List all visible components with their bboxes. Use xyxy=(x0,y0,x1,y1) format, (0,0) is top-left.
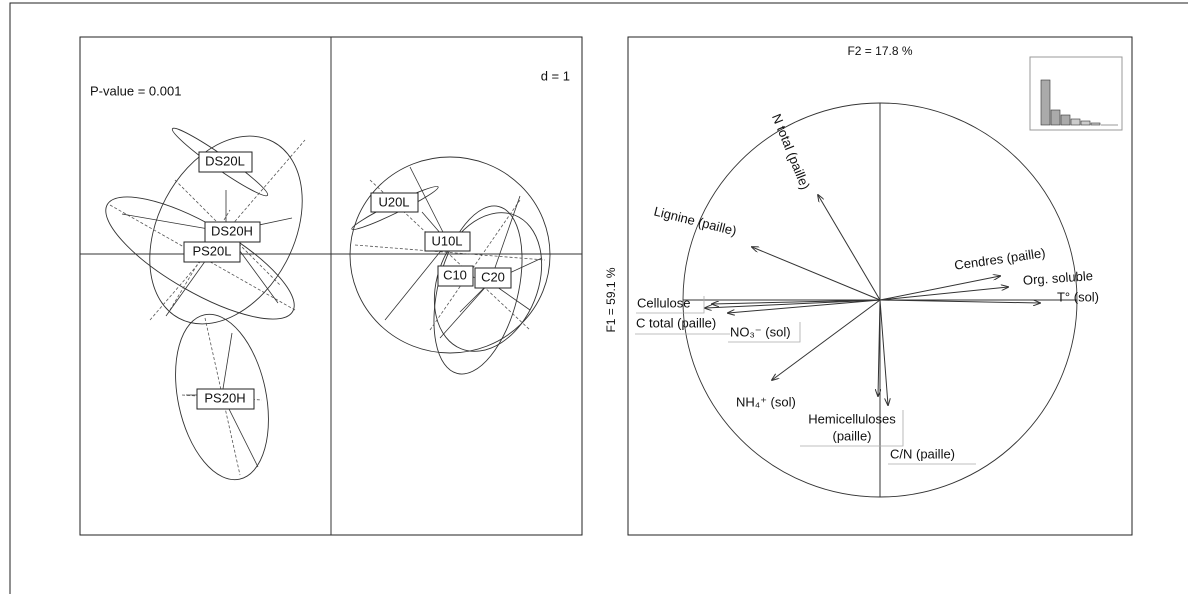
variable-label: Lignine (paille) xyxy=(652,203,738,238)
variable-label: N total (paille) xyxy=(769,112,813,192)
left-panel: P-value = 0.001 d = 1 DS20L DS20H PS20L … xyxy=(79,36,583,536)
outer-frame xyxy=(9,2,1188,594)
variable-label: NO₃⁻ (sol) xyxy=(730,324,791,339)
variable-labels: N total (paille) Lignine (paille) Cendre… xyxy=(635,112,1099,465)
shape xyxy=(196,388,255,410)
shape xyxy=(1040,79,1051,126)
shape xyxy=(800,410,904,447)
shape xyxy=(1060,114,1071,126)
shape xyxy=(437,265,474,287)
group-label: U20L xyxy=(378,194,409,209)
shape xyxy=(1090,122,1101,126)
shape xyxy=(818,195,881,301)
shape xyxy=(752,247,881,301)
shape xyxy=(149,139,306,321)
variable-label: T° (sol) xyxy=(1057,289,1099,304)
ellipse xyxy=(149,135,303,325)
group-labels: DS20L DS20H PS20L PS20H U20L U10L C10 C2… xyxy=(183,151,512,410)
ellipse xyxy=(433,212,543,352)
variable-label: Cendres (paille) xyxy=(953,245,1046,273)
shape xyxy=(879,299,1040,303)
group-label: DS20H xyxy=(211,223,253,238)
ellipses xyxy=(105,127,551,481)
variable-label: Cellulose xyxy=(637,295,690,310)
variable-label: C total (paille) xyxy=(636,315,716,330)
shape xyxy=(1070,118,1081,126)
group-label: PS20H xyxy=(204,390,245,405)
shape xyxy=(429,199,521,331)
group-label: C10 xyxy=(443,267,467,282)
axes-dashed xyxy=(109,139,546,476)
variable-label: (paille) xyxy=(832,428,871,443)
shape xyxy=(1029,56,1123,131)
shape xyxy=(879,276,1000,301)
shape xyxy=(354,244,546,261)
shape xyxy=(198,151,253,173)
eigen-inset xyxy=(1029,56,1123,131)
group-label: U10L xyxy=(431,233,462,248)
group-label: PS20L xyxy=(192,243,231,258)
variable-label: Hemicelluloses xyxy=(808,411,896,426)
variable-label: NH₄⁺ (sol) xyxy=(736,394,796,409)
shape xyxy=(636,296,705,314)
right-panel: F2 = 17.8 % F1 = 59.1 % N total (paille)… xyxy=(604,36,1133,536)
shape xyxy=(728,299,881,313)
shape xyxy=(221,332,233,396)
arrows xyxy=(705,195,1040,405)
group-label: DS20L xyxy=(205,153,245,168)
shape xyxy=(1080,120,1091,126)
ellipse xyxy=(433,205,523,375)
shape xyxy=(879,299,888,405)
shape xyxy=(409,166,449,243)
scale-label: d = 1 xyxy=(541,68,570,83)
pvalue: P-value = 0.001 xyxy=(90,83,181,98)
group-label: C20 xyxy=(481,269,505,284)
shape xyxy=(439,281,491,339)
shape xyxy=(384,241,449,321)
shape xyxy=(728,322,801,343)
shape xyxy=(474,267,512,289)
ellipse xyxy=(175,313,269,481)
shape xyxy=(1050,109,1061,126)
variable-label: Org. soluble xyxy=(1022,268,1093,288)
shape xyxy=(772,299,881,380)
shape xyxy=(424,231,471,252)
shape xyxy=(370,192,419,213)
shape xyxy=(879,287,1008,301)
shape xyxy=(712,299,881,304)
ellipse xyxy=(349,156,551,354)
variable-label: C/N (paille) xyxy=(890,446,955,461)
x-axis-label: F2 = 17.8 % xyxy=(847,44,912,58)
y-axis-label: F1 = 59.1 % xyxy=(604,267,618,332)
panel-frame xyxy=(627,36,1133,536)
shape xyxy=(878,299,880,396)
shape xyxy=(705,299,881,308)
shape xyxy=(183,241,241,263)
